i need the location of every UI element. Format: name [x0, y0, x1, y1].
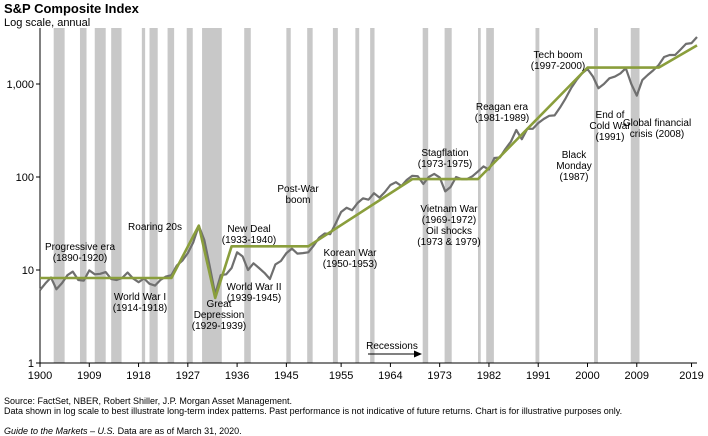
annotation: Vietnam War (1969-1972) Oil shocks (1973 & …: [417, 204, 480, 248]
recession-band: [486, 28, 494, 363]
annotation-line: Progressive era: [45, 242, 115, 253]
annotation: Korean War (1950-1953): [323, 248, 377, 270]
y-tick-label: 1,000: [6, 79, 34, 91]
annotation-line: World War I: [114, 292, 166, 303]
annotation-line: (1914-1918): [113, 303, 167, 314]
recession-band: [422, 28, 429, 363]
annotation: World War I (1914-1918): [113, 292, 167, 314]
y-tick-label: 10: [22, 265, 34, 277]
annotation-line: Monday: [556, 161, 592, 172]
annotation: Global financial crisis (2008): [623, 118, 691, 140]
annotation-line: New Deal: [227, 224, 270, 235]
x-tick-label: 1991: [526, 370, 550, 382]
x-tick-label: 1927: [176, 370, 200, 382]
x-tick-label: 2009: [625, 370, 649, 382]
x-tick-label: 1945: [274, 370, 298, 382]
y-tick-label: 100: [16, 172, 34, 184]
guide-title: Guide to the Markets – U.S.: [4, 426, 116, 436]
guide-note: Guide to the Markets – U.S. Data are as …: [4, 426, 694, 436]
guide-date: Data are as of March 31, 2020.: [115, 426, 242, 436]
source-note: Source: FactSet, NBER, Robert Shiller, J…: [4, 396, 292, 406]
x-tick-label: 1982: [477, 370, 501, 382]
annotation-line: boom: [285, 195, 310, 206]
annotation-line: (1969-1972): [422, 215, 476, 226]
annotation-line: (1987): [560, 172, 589, 183]
recession-band: [286, 28, 291, 363]
recession-band: [94, 28, 106, 363]
annotation-line: World War II: [226, 282, 281, 293]
annotation-line: Korean War: [324, 248, 378, 259]
annotation-line: (1973-1975): [418, 159, 472, 170]
recession-band: [307, 28, 313, 363]
annotation-line: (1981-1989): [475, 113, 529, 124]
x-tick-label: 1918: [126, 370, 150, 382]
annotation-line: Depression: [194, 310, 245, 321]
annotation-line: (1929-1939): [192, 321, 246, 332]
recession-band: [244, 28, 251, 363]
annotation: Progressive era (1890-1920): [45, 242, 115, 264]
annotation-line: crisis (2008): [630, 129, 684, 140]
annotation: Great Depression (1929-1939): [192, 299, 246, 332]
recession-band: [53, 28, 65, 363]
x-tick-label: 1909: [77, 370, 101, 382]
recession-band: [535, 28, 540, 363]
annotation-line: (1950-1953): [323, 259, 377, 270]
x-tick-label: 1936: [225, 370, 249, 382]
annotation-line: (1933-1940): [222, 235, 276, 246]
chart: 1 10 100 1,000 1900 1909 1918 1927 1936 1945 1955 1…: [6, 28, 704, 382]
annotation: Tech boom (1997-2000): [531, 50, 585, 72]
annotation-line: (1939-1945): [227, 293, 281, 304]
recession-band: [594, 28, 598, 363]
y-tick-label: 1: [28, 358, 34, 370]
chart-subtitle: Log scale, annual: [4, 17, 91, 29]
recession-band: [202, 28, 222, 363]
x-tick-label: 2019: [679, 370, 703, 382]
x-tick-label: 1964: [378, 370, 402, 382]
annotation: Post-War boom: [277, 184, 319, 206]
recessions-label: Recessions: [366, 341, 418, 352]
recession-band: [79, 28, 87, 363]
recession-band: [149, 28, 158, 363]
disclaimer-note: Data shown in log scale to best illustra…: [4, 406, 623, 416]
annotation-line: Tech boom: [534, 50, 583, 61]
annotation-line: Cold War: [589, 121, 631, 132]
annotation: Black Monday (1987): [556, 150, 592, 183]
annotation-line: Oil shocks: [426, 226, 472, 237]
recession-band: [478, 28, 481, 363]
annotation-line: Black: [562, 150, 587, 161]
recessions-arrow-head: [414, 350, 422, 358]
annotation: Roaring 20s: [128, 222, 182, 233]
annotation-line: Roaring 20s: [128, 222, 182, 233]
trend-line: [40, 44, 698, 300]
x-tick-label: 1900: [28, 370, 52, 382]
annotation: World War II (1939-1945): [226, 282, 281, 304]
recession-band: [111, 28, 122, 363]
recession-band: [167, 28, 175, 363]
x-tick-label: 1955: [329, 370, 353, 382]
annotation-line: Global financial: [623, 118, 691, 129]
recession-band: [355, 28, 360, 363]
annotation-line: Great: [206, 299, 231, 310]
annotation: Reagan era (1981-1989): [475, 102, 529, 124]
x-tick-label: 1973: [427, 370, 451, 382]
annotation: New Deal (1933-1940): [222, 224, 276, 246]
annotation-line: Reagan era: [476, 102, 529, 113]
annotation-line: (1890-1920): [53, 253, 107, 264]
annotation-line: (1997-2000): [531, 61, 585, 72]
x-tick-label: 2000: [575, 370, 599, 382]
annotation-line: Stagflation: [421, 148, 468, 159]
annotation-line: Post-War: [277, 184, 319, 195]
chart-title: S&P Composite Index: [4, 1, 139, 16]
recession-band: [186, 28, 193, 363]
recession-band: [444, 28, 452, 363]
recession-band: [630, 28, 640, 363]
annotation: End of Cold War (1991): [589, 110, 631, 143]
annotation-line: (1991): [596, 132, 625, 143]
annotation-line: End of: [596, 110, 625, 121]
annotation-line: Vietnam War: [420, 204, 478, 215]
recession-band: [332, 28, 338, 363]
annotation: Stagflation (1973-1975): [418, 148, 472, 170]
annotation-line: (1973 & 1979): [417, 237, 480, 248]
recession-band: [141, 28, 146, 363]
